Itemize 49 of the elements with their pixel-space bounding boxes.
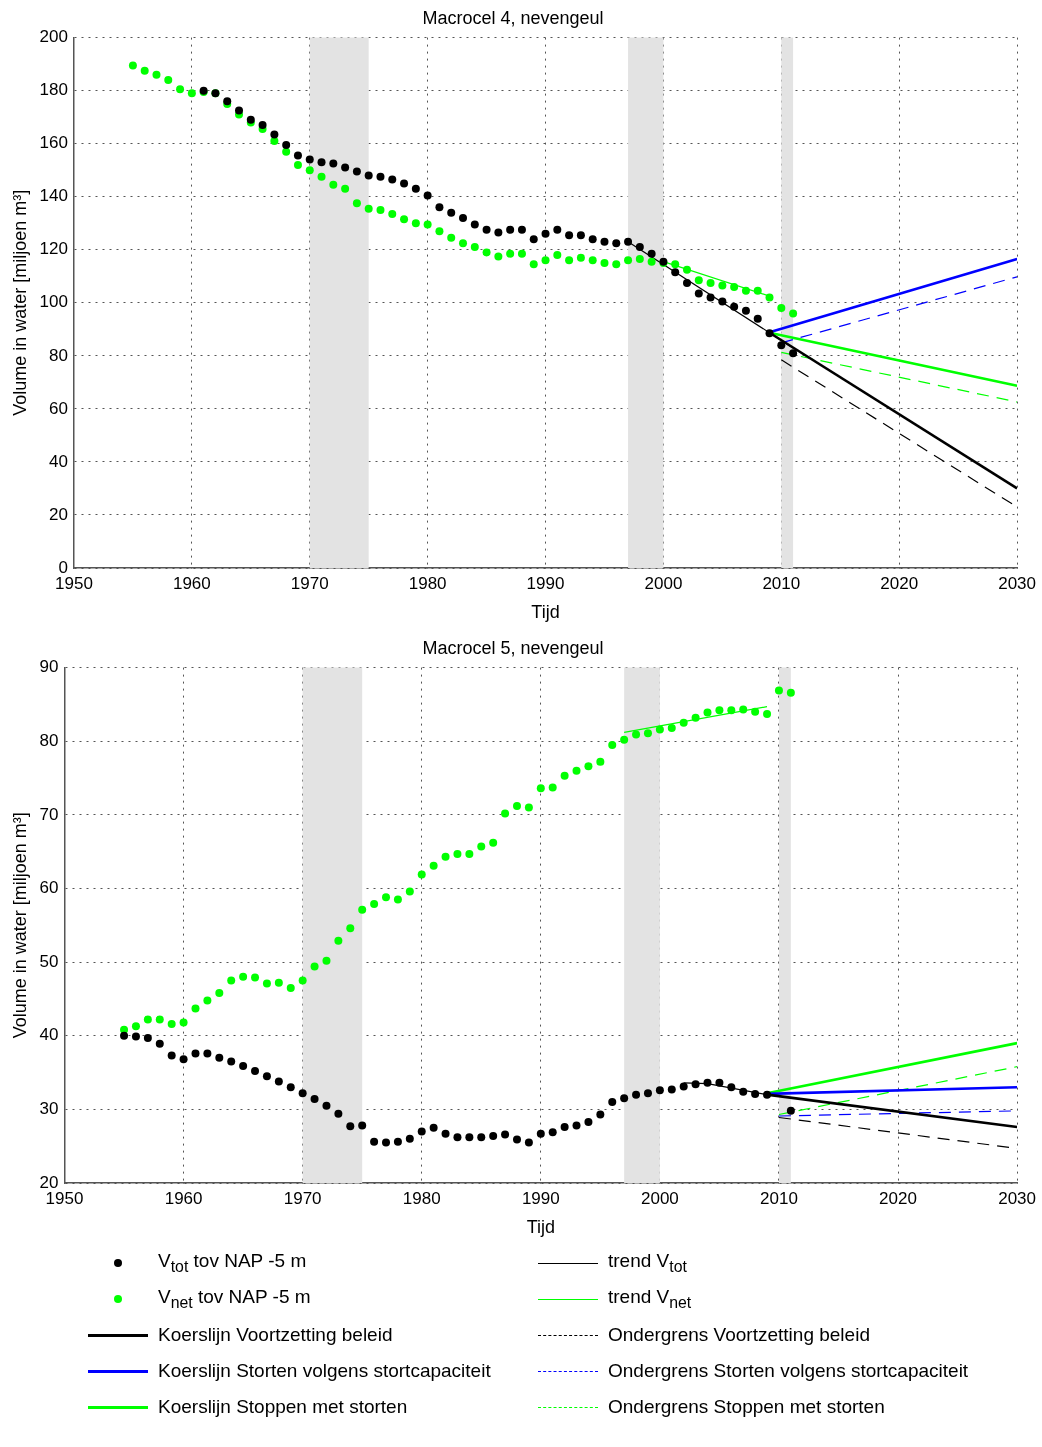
y-axis-title: Volume in water [miljoen m³] bbox=[9, 189, 30, 416]
y-tick-label: 60 bbox=[39, 878, 59, 898]
x-tick-label: 1970 bbox=[283, 1188, 322, 1208]
y-tick-label: 20 bbox=[49, 504, 68, 524]
x-axis-title: Tijd bbox=[531, 602, 560, 623]
legend-label: V$_{net}$ tov NAP -5 m bbox=[158, 1286, 311, 1312]
x-tick-label: 1970 bbox=[290, 573, 329, 593]
legend-label: trend V$_{net}$ bbox=[608, 1286, 692, 1312]
x-tick-label: 2030 bbox=[998, 1188, 1036, 1208]
x-tick-label: 1990 bbox=[521, 1188, 560, 1208]
legend-label: Ondergrens Stoppen met storten bbox=[608, 1396, 885, 1418]
chart-title: Macrocel 4, nevengeul bbox=[422, 7, 604, 28]
legend-label: Koerslijn Storten volgens stortcapaciteit bbox=[158, 1360, 491, 1382]
legend-label: trend V$_{tot}$ bbox=[608, 1250, 687, 1276]
legend-label: Koerslijn Voortzetting beleid bbox=[158, 1324, 393, 1346]
x-tick-label: 2010 bbox=[762, 573, 801, 593]
x-tick-label: 1960 bbox=[164, 1188, 203, 1208]
x-tick-label: 1980 bbox=[408, 573, 447, 593]
x-tick-label: 2000 bbox=[644, 573, 683, 593]
y-tick-label: 60 bbox=[49, 398, 68, 418]
x-tick-label: 1960 bbox=[172, 573, 211, 593]
y-tick-label: 120 bbox=[39, 239, 68, 259]
y-tick-label: 40 bbox=[39, 1025, 59, 1045]
x-tick-label: 2020 bbox=[880, 573, 919, 593]
y-tick-label: 100 bbox=[39, 292, 68, 312]
y-tick-label: 80 bbox=[49, 345, 68, 365]
x-tick-label: 1990 bbox=[526, 573, 565, 593]
y-tick-label: 180 bbox=[39, 80, 68, 100]
x-axis-title: Tijd bbox=[526, 1217, 555, 1238]
x-tick-label: 2020 bbox=[879, 1188, 917, 1208]
y-tick-label: 90 bbox=[39, 657, 59, 677]
x-tick-label: 2010 bbox=[760, 1188, 798, 1208]
legend-label: V$_{tot}$ tov NAP -5 m bbox=[158, 1250, 307, 1276]
y-tick-label: 160 bbox=[39, 133, 68, 153]
chart-title: Macrocel 5, nevengeul bbox=[422, 637, 604, 658]
legend-label: Ondergrens Voortzetting beleid bbox=[608, 1324, 870, 1346]
y-tick-label: 80 bbox=[39, 730, 59, 750]
y-tick-label: 140 bbox=[39, 186, 68, 206]
y-tick-label: 30 bbox=[39, 1099, 59, 1119]
y-tick-label: 50 bbox=[39, 951, 59, 971]
y-tick-label: 40 bbox=[49, 451, 68, 471]
legend-label: Ondergrens Storten volgens stortcapaciteit bbox=[608, 1360, 969, 1382]
y-tick-label: 200 bbox=[39, 27, 68, 47]
x-tick-label: 2030 bbox=[998, 573, 1036, 593]
legend-label: Koerslijn Stoppen met storten bbox=[158, 1396, 408, 1418]
x-tick-label: 1980 bbox=[402, 1188, 441, 1208]
y-axis-title: Volume in water [miljoen m³] bbox=[9, 812, 30, 1039]
y-tick-label: 70 bbox=[39, 804, 59, 824]
x-tick-label: 2000 bbox=[640, 1188, 679, 1208]
